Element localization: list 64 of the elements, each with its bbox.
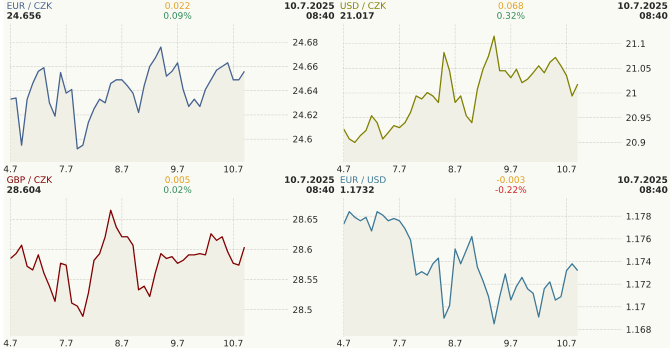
chart-title: USD / CZK bbox=[340, 2, 386, 10]
y-tick-label: 24.66 bbox=[293, 63, 318, 70]
y-tick-label: 1.178 bbox=[626, 212, 651, 220]
x-tick-label: 7.7 bbox=[393, 166, 406, 172]
text: 0.09% bbox=[164, 12, 192, 19]
y-tick-label: 28.55 bbox=[293, 276, 318, 284]
x-tick-label: 9.7 bbox=[504, 340, 518, 347]
x-tick-label: 10.7 bbox=[558, 166, 576, 173]
text: 10.7.2025 bbox=[285, 176, 334, 184]
y-tick-label: 28.65 bbox=[293, 216, 318, 223]
x-tick-label: 9.7 bbox=[171, 340, 184, 347]
y-tick-label: 1.168 bbox=[626, 326, 651, 333]
x-tick-label: 8.7 bbox=[448, 166, 462, 173]
x-tick-label: 10.7 bbox=[558, 340, 576, 347]
x-tick-label: 7.7 bbox=[60, 340, 73, 346]
text: 0.32% bbox=[497, 12, 525, 19]
y-tick-label: 1.17 bbox=[626, 304, 645, 310]
x-tick-label: 8.7 bbox=[115, 166, 128, 173]
y-tick-label: 28.6 bbox=[293, 246, 312, 253]
y-tick-label: 20.9 bbox=[626, 139, 646, 146]
text: 10.7.2025 bbox=[285, 2, 334, 10]
y-tick-label: 21 bbox=[626, 90, 636, 96]
text: 10.7.2025 bbox=[618, 176, 668, 184]
x-tick-label: 7.7 bbox=[60, 166, 73, 172]
y-tick-label: 21.05 bbox=[626, 65, 651, 72]
text: 0.02% bbox=[164, 186, 192, 194]
x-tick-label: 9.7 bbox=[171, 166, 184, 173]
text: -0.22% bbox=[495, 186, 526, 194]
text: 0.068 bbox=[498, 2, 524, 10]
x-tick-label: 4.7 bbox=[4, 340, 17, 346]
text: 10.7.2025 bbox=[618, 2, 668, 10]
y-tick-label: 24.62 bbox=[293, 112, 318, 118]
y-tick-label: 28.5 bbox=[293, 306, 312, 314]
x-tick-label: 10.7 bbox=[224, 340, 242, 347]
text: 08:40 bbox=[640, 186, 668, 194]
chart-title: EUR / USD bbox=[340, 176, 386, 184]
text: 08:40 bbox=[640, 12, 668, 19]
text: 08:40 bbox=[306, 186, 334, 194]
x-tick-label: 4.7 bbox=[337, 166, 350, 172]
y-tick-label: 24.64 bbox=[293, 87, 318, 94]
text: -0.003 bbox=[496, 176, 525, 184]
text: 0.005 bbox=[165, 176, 190, 184]
y-tick-label: 20.95 bbox=[626, 114, 651, 122]
x-tick-label: 4.7 bbox=[337, 340, 350, 346]
x-tick-label: 8.7 bbox=[448, 340, 462, 347]
chart-subtitle: 1.1732 bbox=[340, 186, 374, 194]
text: 0.022 bbox=[165, 2, 190, 10]
chart-subtitle: 21.017 bbox=[340, 12, 374, 19]
chart-subtitle: 28.604 bbox=[7, 186, 41, 194]
x-tick-label: 4.7 bbox=[4, 166, 17, 172]
chart-title: EUR / CZK bbox=[8, 2, 52, 10]
y-tick-label: 1.174 bbox=[626, 258, 651, 265]
y-tick-label: 1.176 bbox=[626, 236, 651, 242]
chart-subtitle: 24.656 bbox=[7, 12, 41, 19]
text: 08:40 bbox=[306, 12, 334, 19]
x-tick-label: 8.7 bbox=[115, 340, 128, 347]
x-tick-label: 7.7 bbox=[393, 340, 406, 346]
chart-title: GBP / CZK bbox=[7, 176, 52, 184]
y-tick-label: 1.172 bbox=[626, 280, 650, 288]
x-tick-label: 10.7 bbox=[224, 166, 242, 173]
y-tick-label: 24.68 bbox=[293, 38, 318, 46]
x-tick-label: 9.7 bbox=[504, 166, 518, 173]
y-tick-label: 24.6 bbox=[293, 136, 312, 143]
y-tick-label: 21.1 bbox=[626, 40, 645, 48]
